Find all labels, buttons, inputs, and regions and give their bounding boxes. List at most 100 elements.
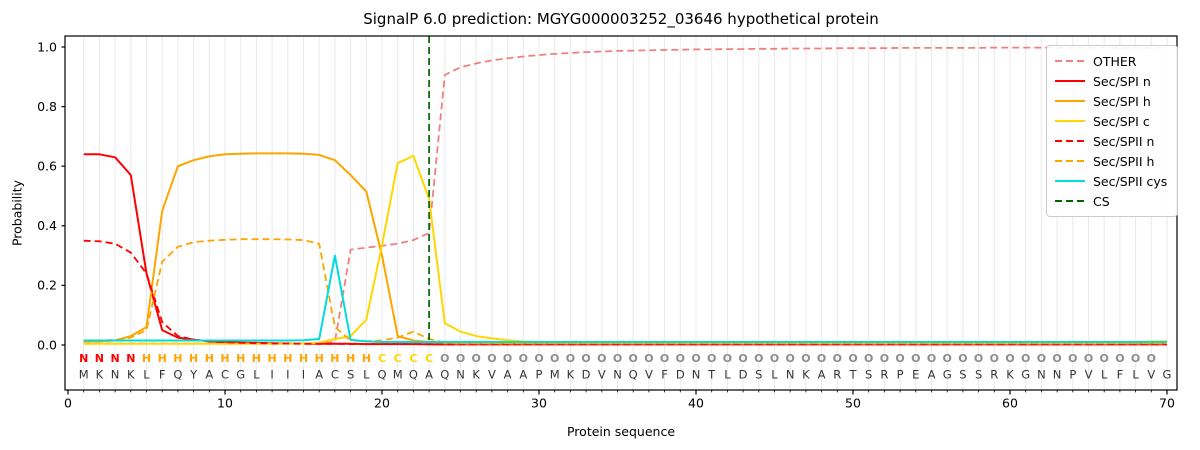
region-letter: O [519, 352, 528, 365]
amino-acid-letter: D [739, 368, 748, 382]
region-letter: H [283, 352, 292, 365]
region-letter: O [707, 352, 716, 365]
amino-acid-letter: N [692, 368, 701, 382]
amino-acid-letter: V [1147, 368, 1155, 382]
amino-acid-letter: S [347, 368, 354, 382]
gridlines [83, 36, 1168, 390]
amino-acid-letter: D [676, 368, 685, 382]
amino-acid-letter: F [1117, 368, 1124, 382]
amino-acid-letter: Q [173, 368, 182, 382]
amino-acid-letter: G [1163, 368, 1172, 382]
legend-label: Sec/SPII h [1093, 153, 1155, 169]
region-letter: C [409, 352, 417, 365]
region-letter: O [1147, 352, 1156, 365]
amino-acid-letter: I [270, 368, 273, 382]
region-letter: O [786, 352, 795, 365]
region-letter: O [503, 352, 512, 365]
region-letter: O [770, 352, 779, 365]
amino-acid-letter: I [302, 368, 305, 382]
amino-acid-letter: M [393, 368, 403, 382]
amino-acid-letter: C [221, 368, 229, 382]
region-letter: O [456, 352, 465, 365]
amino-acid-letter: P [897, 368, 904, 382]
region-letter: O [990, 352, 999, 365]
amino-acid-letter: C [331, 368, 339, 382]
region-letter: O [833, 352, 842, 365]
amino-acid-letter: N [613, 368, 622, 382]
series-line-sec-spi-c [83, 154, 1167, 345]
amino-acid-letter: N [1037, 368, 1046, 382]
series-line-sec-spi-h [83, 152, 1167, 345]
region-letter: O [566, 352, 575, 365]
amino-acid-letter: L [363, 368, 370, 382]
region-letter: O [660, 352, 669, 365]
legend-label: Sec/SPI c [1093, 113, 1150, 129]
amino-acid-letter: R [833, 368, 841, 382]
legend-solid-line-swatch [1055, 100, 1085, 102]
x-tick-label: 20 [374, 396, 390, 411]
y-tick-label: 0.4 [37, 218, 57, 233]
series-lines [83, 46, 1167, 346]
amino-acid-letter: K [472, 368, 480, 382]
y-axis-ticks: 0.0 0.2 0.4 0.6 0.8 1.0 [37, 39, 65, 352]
region-letter: O [487, 352, 496, 365]
region-letter: H [173, 352, 182, 365]
y-tick-label: 0.8 [37, 99, 57, 114]
legend-label: CS [1093, 193, 1110, 209]
region-letter: O [817, 352, 826, 365]
region-letter: O [880, 352, 889, 365]
amino-acid-letter: S [975, 368, 982, 382]
region-letter: H [299, 352, 308, 365]
legend-solid-line-swatch [1055, 120, 1085, 122]
region-letter: O [691, 352, 700, 365]
region-letter: O [1037, 352, 1046, 365]
region-letter: N [126, 352, 135, 365]
region-letter: H [362, 352, 371, 365]
region-letter: O [1052, 352, 1061, 365]
region-letter: O [676, 352, 685, 365]
amino-acid-letter: L [1101, 368, 1108, 382]
region-letter: O [754, 352, 763, 365]
region-letter: H [346, 352, 355, 365]
x-tick-label: 40 [688, 396, 704, 411]
series-line-sec-spi-n [83, 153, 1167, 346]
amino-acid-letter: L [253, 368, 260, 382]
legend-item-cs: CS [1047, 191, 1177, 211]
region-letter: O [864, 352, 873, 365]
amino-acid-letter: R [880, 368, 888, 382]
region-letter: H [189, 352, 198, 365]
region-letter: N [79, 352, 88, 365]
region-letter: O [581, 352, 590, 365]
legend-item-sec-spii-h: Sec/SPII h [1047, 151, 1177, 171]
amino-acid-letter: V [645, 368, 653, 382]
legend-label: Sec/SPI h [1093, 93, 1151, 109]
legend-dashed-line-swatch [1055, 60, 1085, 62]
amino-acid-letter: A [315, 368, 323, 382]
amino-acid-letter: M [550, 368, 560, 382]
amino-acid-letter: D [582, 368, 591, 382]
amino-acid-letter: M [79, 368, 89, 382]
region-letter: H [315, 352, 324, 365]
amino-acid-letter: Y [189, 368, 198, 382]
amino-acid-letter: I [286, 368, 289, 382]
amino-acid-letter: G [1021, 368, 1030, 382]
legend-solid-line-swatch [1055, 80, 1085, 82]
region-letter: O [738, 352, 747, 365]
amino-acid-letter: A [818, 368, 826, 382]
legend-label: OTHER [1093, 53, 1137, 69]
region-letter: H [220, 352, 229, 365]
region-letter: H [158, 352, 167, 365]
amino-acid-letter: A [205, 368, 213, 382]
amino-acid-letter: Q [629, 368, 638, 382]
region-letter: O [613, 352, 622, 365]
amino-acid-letter: G [236, 368, 245, 382]
region-letter: O [597, 352, 606, 365]
region-letter: C [378, 352, 386, 365]
series-line-sec-spii-cys [83, 254, 1167, 343]
amino-acid-letter: S [959, 368, 966, 382]
region-letter: O [801, 352, 810, 365]
amino-acid-letter: K [802, 368, 810, 382]
region-letter: O [1021, 352, 1030, 365]
amino-acid-letter: T [707, 368, 716, 382]
